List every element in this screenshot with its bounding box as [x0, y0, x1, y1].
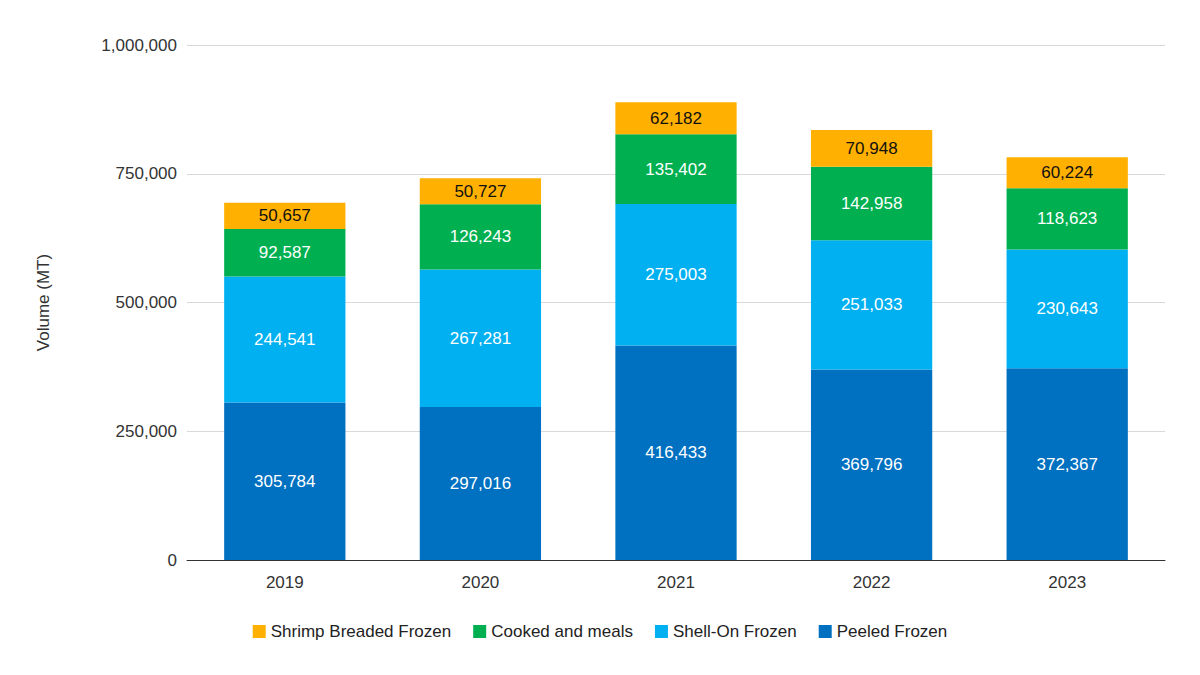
svg-text:416,433: 416,433 — [645, 443, 706, 462]
svg-text:0: 0 — [168, 551, 177, 570]
svg-text:251,033: 251,033 — [841, 295, 902, 314]
svg-text:750,000: 750,000 — [116, 164, 177, 183]
svg-text:Shrimp Breaded Frozen: Shrimp Breaded Frozen — [271, 622, 451, 641]
svg-text:Peeled Frozen: Peeled Frozen — [837, 622, 948, 641]
svg-text:62,182: 62,182 — [650, 109, 702, 128]
svg-text:305,784: 305,784 — [254, 472, 315, 491]
svg-text:118,623: 118,623 — [1037, 209, 1097, 228]
svg-text:2023: 2023 — [1048, 573, 1086, 592]
svg-text:50,657: 50,657 — [259, 206, 311, 225]
svg-text:50,727: 50,727 — [454, 182, 506, 201]
svg-text:2020: 2020 — [461, 573, 499, 592]
svg-text:781,856: 781,856 — [1036, 123, 1097, 142]
svg-text:2019: 2019 — [266, 573, 304, 592]
svg-text:250,000: 250,000 — [116, 422, 177, 441]
svg-text:267,281: 267,281 — [450, 329, 511, 348]
svg-text:889,021: 889,021 — [645, 68, 706, 87]
svg-text:135,402: 135,402 — [645, 160, 706, 179]
svg-text:60,224: 60,224 — [1041, 163, 1093, 182]
svg-text:2022: 2022 — [853, 573, 891, 592]
svg-text:Volume (MT): Volume (MT) — [34, 254, 53, 351]
svg-text:Cooked and meals: Cooked and meals — [491, 622, 633, 641]
svg-text:92,587: 92,587 — [259, 243, 311, 262]
svg-text:275,003: 275,003 — [645, 265, 706, 284]
svg-text:2021: 2021 — [657, 573, 695, 592]
svg-text:369,796: 369,796 — [841, 455, 902, 474]
svg-text:297,016: 297,016 — [450, 474, 511, 493]
svg-text:230,643: 230,643 — [1036, 299, 1097, 318]
svg-text:372,367: 372,367 — [1036, 455, 1097, 474]
svg-text:142,958: 142,958 — [841, 194, 902, 213]
svg-text:500,000: 500,000 — [116, 293, 177, 312]
svg-text:693,568: 693,568 — [254, 169, 315, 188]
svg-text:Shell-On Frozen: Shell-On Frozen — [673, 622, 797, 641]
svg-text:834,735: 834,735 — [841, 96, 902, 115]
svg-text:244,541: 244,541 — [254, 330, 315, 349]
svg-text:126,243: 126,243 — [450, 227, 511, 246]
svg-text:70,948: 70,948 — [846, 139, 898, 158]
svg-text:1,000,000: 1,000,000 — [101, 36, 177, 55]
svg-text:741,267: 741,267 — [450, 144, 511, 163]
